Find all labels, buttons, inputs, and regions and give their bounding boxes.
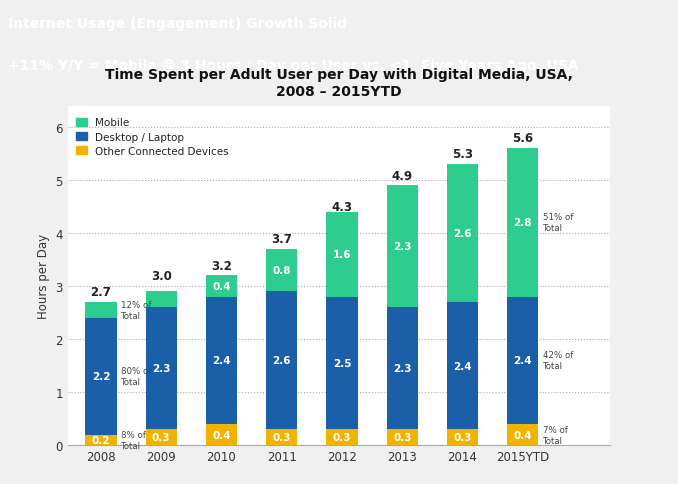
- Bar: [326, 429, 358, 445]
- Text: 0.3: 0.3: [393, 432, 412, 442]
- Text: 2.6: 2.6: [454, 228, 472, 239]
- Text: 2.6: 2.6: [273, 356, 291, 365]
- Bar: [206, 276, 237, 297]
- Bar: [447, 429, 478, 445]
- Text: 7% of
Total: 7% of Total: [542, 424, 567, 445]
- Text: 0.3: 0.3: [333, 432, 351, 442]
- Text: 2.4: 2.4: [513, 356, 532, 365]
- Y-axis label: Hours per Day: Hours per Day: [37, 233, 50, 318]
- Bar: [447, 165, 478, 302]
- Title: Time Spent per Adult User per Day with Digital Media, USA,
2008 – 2015YTD: Time Spent per Adult User per Day with D…: [105, 68, 573, 98]
- Text: 5.6: 5.6: [513, 132, 534, 145]
- Text: 0.8: 0.8: [273, 266, 291, 275]
- Text: 1.6: 1.6: [333, 250, 351, 260]
- Bar: [206, 424, 237, 445]
- Text: 3.2: 3.2: [211, 259, 232, 272]
- Bar: [386, 186, 418, 308]
- Text: 0.2: 0.2: [92, 435, 111, 445]
- Bar: [146, 292, 177, 308]
- Bar: [326, 297, 358, 429]
- Text: 2.4: 2.4: [453, 361, 472, 371]
- Text: +11% Y/Y = Mobile @ 3 Hours / Day per User vs. <1  Five Years Ago, USA: +11% Y/Y = Mobile @ 3 Hours / Day per Us…: [8, 60, 579, 73]
- Bar: [85, 318, 117, 435]
- Text: 4.3: 4.3: [332, 201, 353, 214]
- Text: 2.2: 2.2: [92, 372, 111, 381]
- Text: 2.8: 2.8: [513, 218, 532, 228]
- Text: 42% of
Total: 42% of Total: [542, 350, 573, 371]
- Bar: [146, 308, 177, 429]
- Text: 2.3: 2.3: [393, 242, 412, 252]
- Text: 3.0: 3.0: [151, 270, 172, 283]
- Bar: [507, 424, 538, 445]
- Bar: [326, 212, 358, 297]
- Text: 2.3: 2.3: [152, 363, 170, 374]
- Text: 0.3: 0.3: [273, 432, 291, 442]
- Bar: [266, 292, 298, 429]
- Bar: [85, 435, 117, 445]
- Bar: [266, 429, 298, 445]
- Text: 0.4: 0.4: [212, 282, 231, 291]
- Text: 0.3: 0.3: [152, 432, 170, 442]
- Text: 0.4: 0.4: [513, 430, 532, 439]
- Text: 3.7: 3.7: [271, 233, 292, 246]
- Bar: [206, 297, 237, 424]
- Bar: [85, 302, 117, 318]
- Bar: [386, 308, 418, 429]
- Text: 80% of
Total: 80% of Total: [121, 366, 151, 387]
- Bar: [386, 429, 418, 445]
- Bar: [266, 249, 298, 292]
- Text: 0.3: 0.3: [454, 432, 472, 442]
- Bar: [507, 149, 538, 297]
- Text: 2.7: 2.7: [90, 286, 111, 299]
- Text: 12% of
Total: 12% of Total: [121, 300, 151, 320]
- Bar: [447, 302, 478, 429]
- Text: 2.5: 2.5: [333, 358, 351, 368]
- Text: 8% of
Total: 8% of Total: [121, 430, 146, 450]
- Text: Internet Usage (Engagement) Growth Solid: Internet Usage (Engagement) Growth Solid: [8, 17, 347, 31]
- Text: 5.3: 5.3: [452, 148, 473, 161]
- Legend: Mobile, Desktop / Laptop, Other Connected Devices: Mobile, Desktop / Laptop, Other Connecte…: [73, 115, 232, 160]
- Text: 51% of
Total: 51% of Total: [542, 213, 573, 233]
- Bar: [146, 429, 177, 445]
- Text: 2.4: 2.4: [212, 356, 231, 365]
- Text: 2.3: 2.3: [393, 363, 412, 374]
- Text: 0.4: 0.4: [212, 430, 231, 439]
- Text: 4.9: 4.9: [392, 169, 413, 182]
- Bar: [507, 297, 538, 424]
